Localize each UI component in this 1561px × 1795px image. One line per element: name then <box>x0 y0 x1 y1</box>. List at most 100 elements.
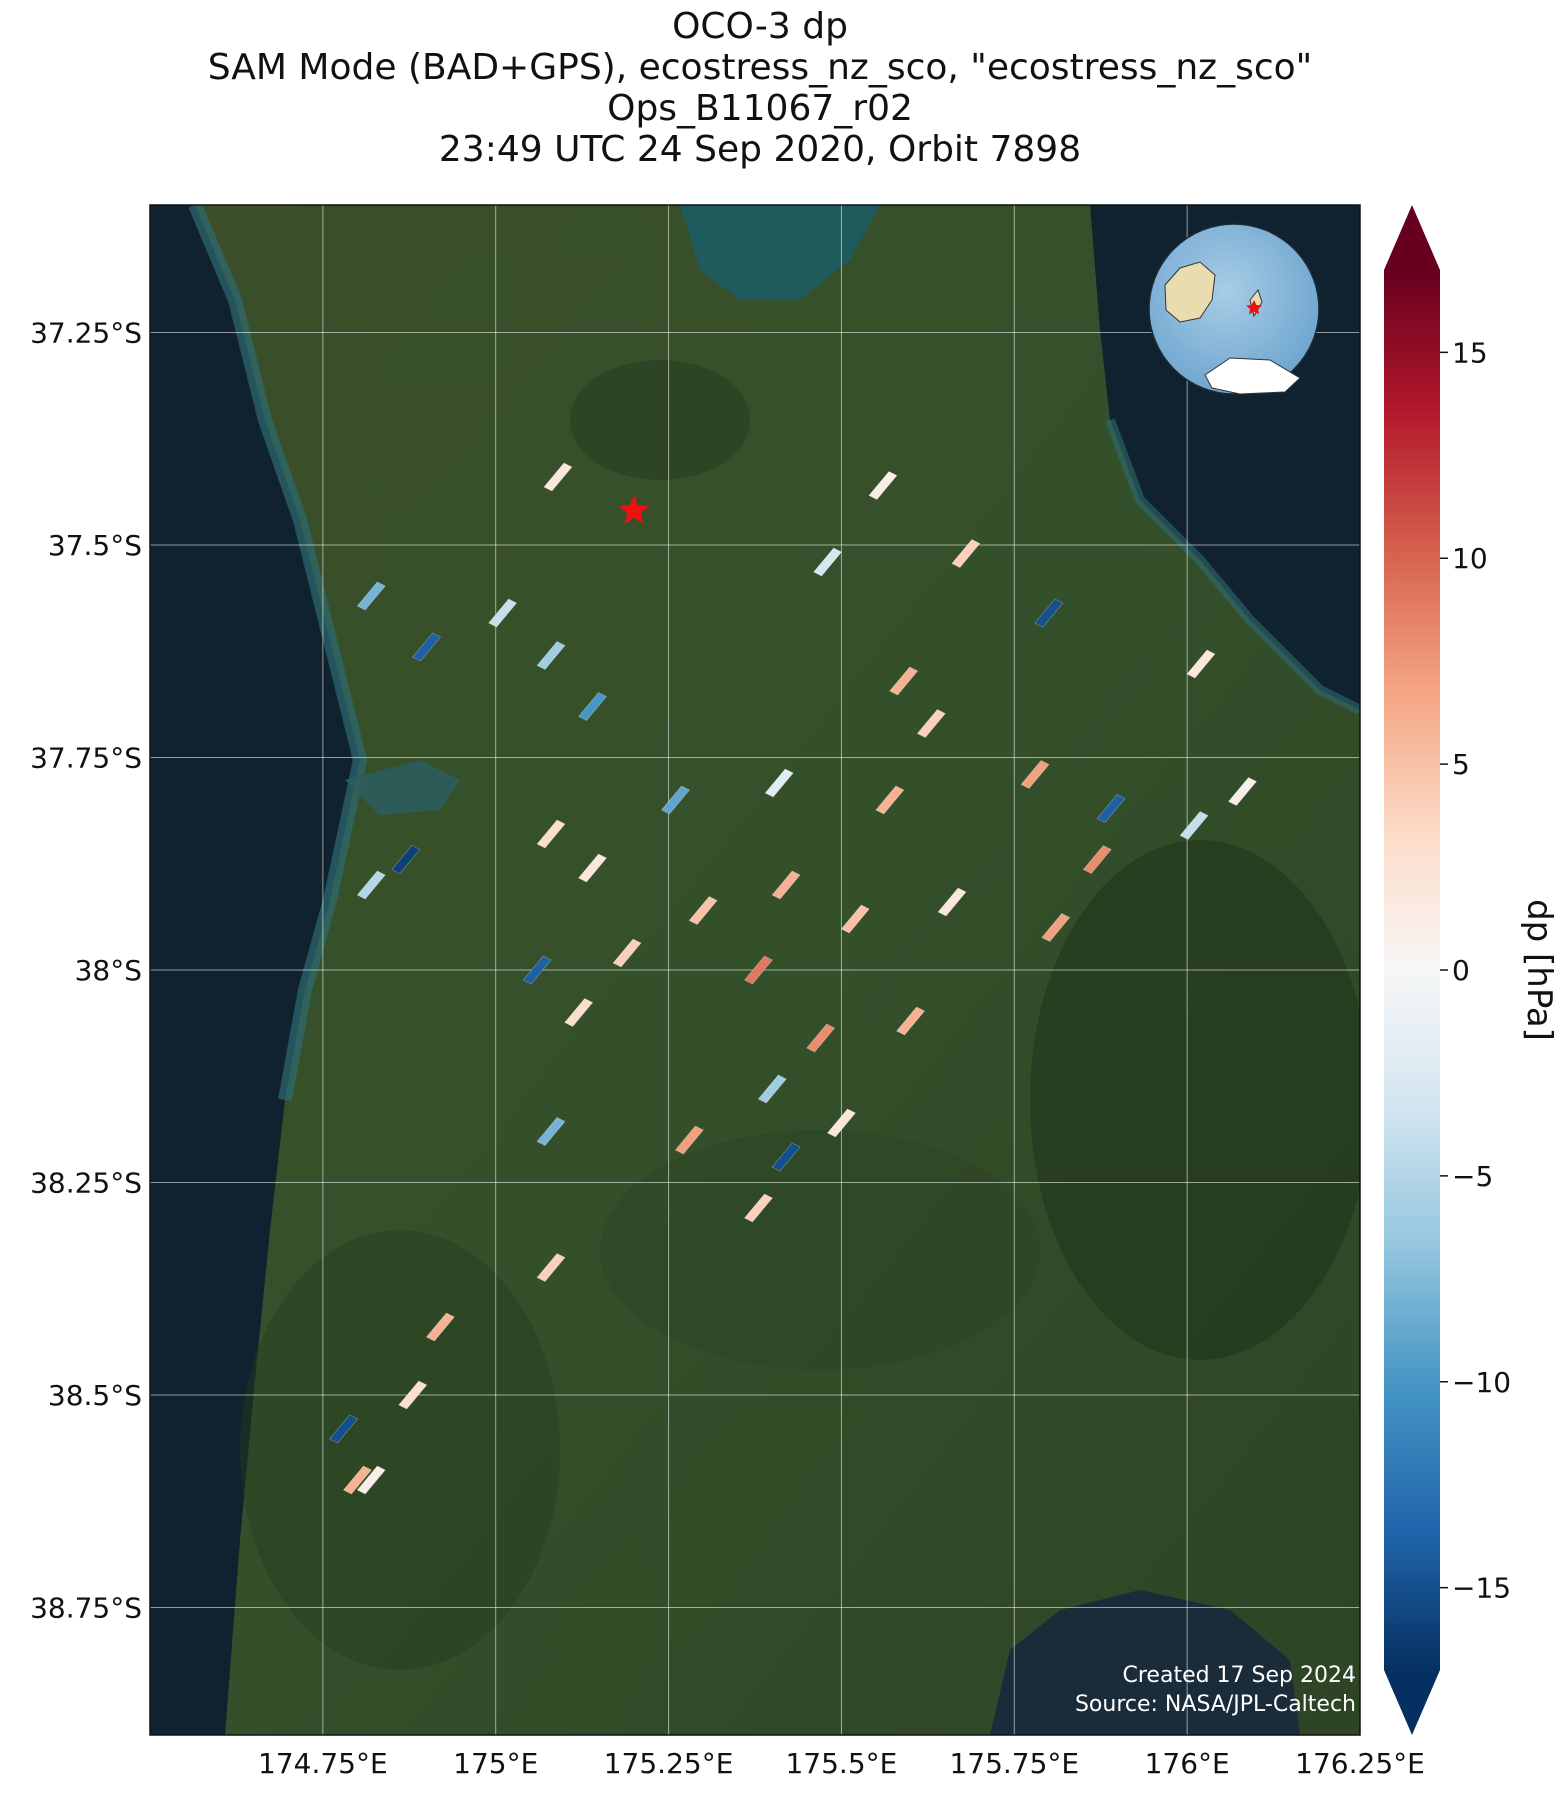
target-star-icon <box>618 495 650 524</box>
footprint <box>1034 598 1064 628</box>
footprint <box>937 887 967 917</box>
forest-patch <box>1030 840 1360 1360</box>
footprint <box>1041 913 1071 942</box>
footprint <box>951 539 981 568</box>
map-title-line-2: SAM Mode (BAD+GPS), ecostress_nz_sco, "e… <box>207 47 1313 88</box>
colorbar-extend-top <box>1384 205 1440 270</box>
footprint <box>425 1312 455 1342</box>
footprint <box>674 1125 704 1155</box>
lon-tick-label: 175.75°E <box>949 1747 1079 1780</box>
footprint <box>757 1074 787 1104</box>
footprint <box>536 1253 566 1282</box>
footprint <box>868 471 898 500</box>
map-title-line-4: 23:49 UTC 24 Sep 2020, Orbit 7898 <box>438 129 1082 170</box>
globe-australia <box>1164 261 1216 323</box>
footprint <box>875 785 905 815</box>
footprint <box>578 853 607 883</box>
west-shore-surf <box>188 205 368 1102</box>
footprint <box>536 819 566 849</box>
footprint <box>391 845 421 874</box>
inset-globe <box>1148 223 1320 395</box>
colorbar-body <box>1384 270 1440 1670</box>
footprint <box>612 938 642 968</box>
footprint <box>896 1006 926 1036</box>
footprint <box>342 1465 372 1495</box>
lon-tick-label: 176°E <box>1145 1747 1230 1780</box>
colorbar-tick-label: −5 <box>1452 1160 1493 1193</box>
lon-tick-label: 175°E <box>453 1747 538 1780</box>
lon-tick-label: 174.75°E <box>258 1747 388 1780</box>
lat-tick-label: 38°S <box>75 954 142 987</box>
footprint <box>356 870 386 900</box>
footprint <box>1179 811 1209 840</box>
footprint <box>916 709 946 738</box>
footprint <box>412 632 442 662</box>
map-title-line-1: OCO-3 dp <box>672 6 848 47</box>
lat-tick-label: 38.75°S <box>30 1592 142 1625</box>
footprint <box>398 1380 428 1410</box>
footprint <box>1096 794 1126 823</box>
forest-patch <box>570 360 750 480</box>
footprint <box>329 1414 359 1444</box>
footprint <box>743 955 773 985</box>
footprint <box>840 904 870 934</box>
footprint <box>661 785 690 815</box>
footprint <box>1082 845 1112 874</box>
footprint <box>743 1193 773 1223</box>
footprint <box>813 547 843 577</box>
footprint <box>764 768 794 798</box>
footprint <box>771 870 801 900</box>
colorbar-label: dp [hPa] <box>1519 899 1559 1041</box>
lat-tick-label: 38.25°S <box>30 1167 142 1200</box>
lon-tick-label: 175.5°E <box>785 1747 897 1780</box>
footprint <box>826 1108 856 1138</box>
colorbar-tick-label: 5 <box>1452 748 1470 781</box>
map-title-line-3: Ops_B11067_r02 <box>607 88 913 129</box>
colorbar-tick-label: −15 <box>1452 1572 1511 1605</box>
lon-tick-label: 175.25°E <box>604 1747 734 1780</box>
lake-taupo <box>990 1590 1300 1735</box>
map-frame <box>149 204 1361 1736</box>
footprint <box>1020 760 1050 789</box>
colorbar: 15 10 5 0 −5 −10 −15 dp [hPa] <box>1384 205 1559 1735</box>
lat-tick-label: 37.5°S <box>48 529 142 562</box>
target-site-marker <box>618 495 650 524</box>
globe-antarctica <box>1204 357 1301 395</box>
west-inlet <box>345 760 460 815</box>
lat-tick-label: 37.25°S <box>30 317 142 350</box>
lat-tick-label: 38.5°S <box>48 1379 142 1412</box>
footprint <box>688 896 718 925</box>
footprint <box>356 581 386 611</box>
footprint <box>536 1117 566 1146</box>
longitude-tick-labels: 174.75°E 175°E 175.25°E 175.5°E 175.75°E 176°… <box>258 1747 1425 1780</box>
footprint <box>356 1465 386 1495</box>
footprint <box>536 641 566 670</box>
north-harbour <box>680 205 880 300</box>
footprint <box>543 462 573 492</box>
footprint <box>889 666 919 696</box>
colorbar-extend-bottom <box>1384 1670 1440 1735</box>
colorbar-tick-label: −10 <box>1452 1366 1511 1399</box>
footprint <box>1186 649 1216 679</box>
footprint <box>771 1142 801 1172</box>
colorbar-tick-label: 15 <box>1452 336 1488 369</box>
created-credit: Created 17 Sep 2024 <box>1122 1663 1357 1688</box>
colorbar-tick-label: 10 <box>1452 542 1488 575</box>
globe-target-star <box>1246 300 1262 315</box>
footprint <box>578 692 607 721</box>
colorbar-ticks: 15 10 5 0 −5 −10 −15 <box>1440 336 1511 1605</box>
forest-patch <box>600 1130 1040 1370</box>
footprint <box>522 955 552 985</box>
forest-patch <box>240 1230 560 1670</box>
footprint <box>1227 777 1257 806</box>
colorbar-tick-label: 0 <box>1452 954 1470 987</box>
lon-tick-label: 176.25°E <box>1295 1747 1425 1780</box>
footprint <box>564 998 594 1027</box>
source-credit: Source: NASA/JPL-Caltech <box>1074 1692 1356 1717</box>
east-shore-surf <box>1105 418 1360 715</box>
observation-footprints <box>329 462 1257 1495</box>
latitude-tick-labels: 37.25°S 37.5°S 37.75°S 38°S 38.25°S 38.5°S 38.… <box>30 317 142 1625</box>
lat-tick-label: 37.75°S <box>30 742 142 775</box>
footprint <box>488 598 518 628</box>
